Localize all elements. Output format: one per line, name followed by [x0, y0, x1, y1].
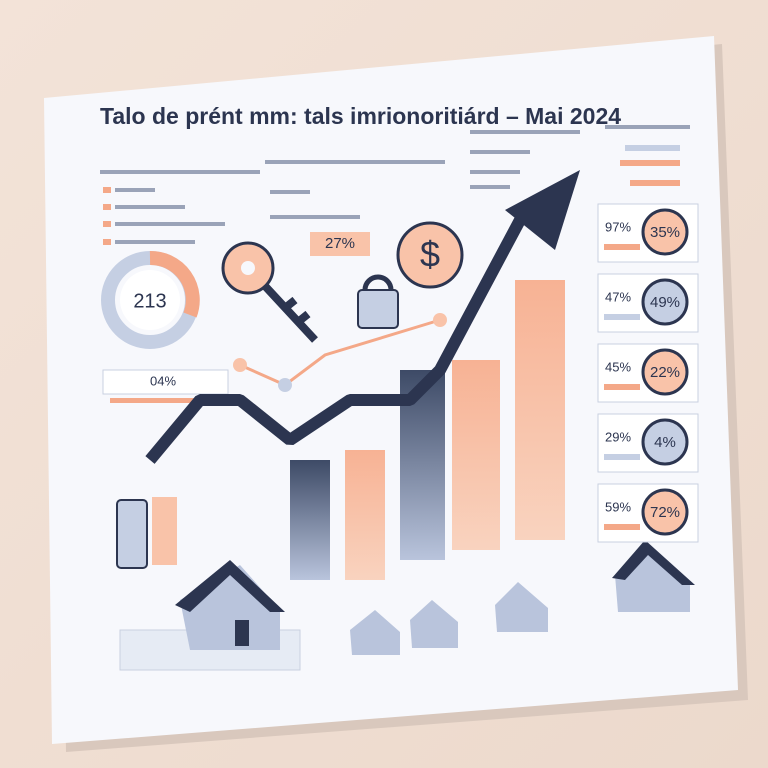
kpi-bar — [604, 524, 640, 530]
progress-box — [102, 369, 229, 395]
kpi-ring — [641, 208, 689, 256]
kpi-ring-value: 49% — [650, 294, 680, 311]
kpi-ring — [641, 278, 689, 326]
kpi-ring — [641, 418, 689, 466]
callout-value: 27% — [325, 235, 355, 252]
callout-box — [310, 232, 370, 256]
kpi-ring-value: 72% — [650, 504, 680, 521]
houses — [119, 540, 695, 671]
dollar-sign: $ — [420, 234, 440, 275]
gauge-value: 213 — [133, 290, 166, 312]
key-hole — [241, 261, 255, 275]
house-roof — [612, 540, 695, 585]
mini-chart — [605, 125, 690, 186]
text-rows — [100, 130, 580, 244]
progress-value: 04% — [150, 373, 176, 388]
secondary-line — [239, 318, 441, 387]
phone-panel — [152, 497, 177, 565]
line-dot — [278, 378, 292, 392]
gauge-arc — [149, 250, 200, 318]
house-roof — [175, 560, 285, 612]
line-dot — [433, 313, 447, 327]
kpi-small: 29% — [605, 429, 631, 444]
line-dot — [233, 358, 247, 372]
kpi-ring-value: 35% — [650, 224, 680, 241]
trend-arrowhead — [505, 170, 580, 250]
dollar-coin — [396, 221, 464, 289]
kpi-bar — [604, 384, 640, 390]
lock-shackle — [362, 274, 394, 291]
kpi-small: 97% — [605, 219, 631, 234]
kpi-small: 59% — [605, 499, 631, 514]
progress-bar — [110, 398, 200, 403]
kpi-bar — [604, 454, 640, 460]
bullets — [103, 187, 111, 245]
kpi-small: 45% — [605, 359, 631, 374]
kpi-bar — [604, 314, 640, 320]
title: Talo de prént mm: tals imrionoritiárd – … — [100, 103, 621, 129]
kpi-ring-value: 4% — [654, 434, 676, 451]
kpi-ring-value: 22% — [650, 364, 680, 381]
house — [410, 600, 458, 648]
house — [350, 610, 400, 655]
key-shaft — [262, 283, 318, 343]
house-door — [235, 620, 249, 646]
kpi-ring — [641, 348, 689, 396]
house — [495, 582, 548, 632]
kpi-column: 97% 35% 47% 49% 45% 22% 29% 4% 59% 72% — [597, 203, 699, 543]
kpi-ring — [641, 488, 689, 536]
lock-body — [357, 289, 399, 329]
bars — [290, 280, 565, 580]
phone — [116, 499, 148, 569]
trend-line — [145, 217, 526, 464]
kpi-bar — [604, 244, 640, 250]
kpi-small: 47% — [605, 289, 631, 304]
gauge-face — [120, 270, 180, 330]
